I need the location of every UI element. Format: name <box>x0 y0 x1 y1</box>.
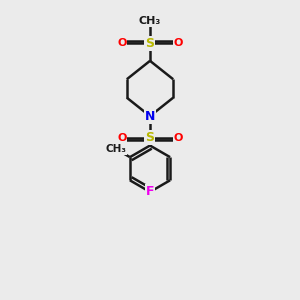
Text: CH₃: CH₃ <box>105 144 126 154</box>
Text: O: O <box>173 133 183 142</box>
Text: O: O <box>117 133 127 142</box>
Text: S: S <box>146 131 154 144</box>
Text: O: O <box>173 38 183 48</box>
Text: N: N <box>145 110 155 123</box>
Text: CH₃: CH₃ <box>139 16 161 26</box>
Text: S: S <box>146 37 154 50</box>
Text: F: F <box>146 185 154 198</box>
Text: O: O <box>117 38 127 48</box>
